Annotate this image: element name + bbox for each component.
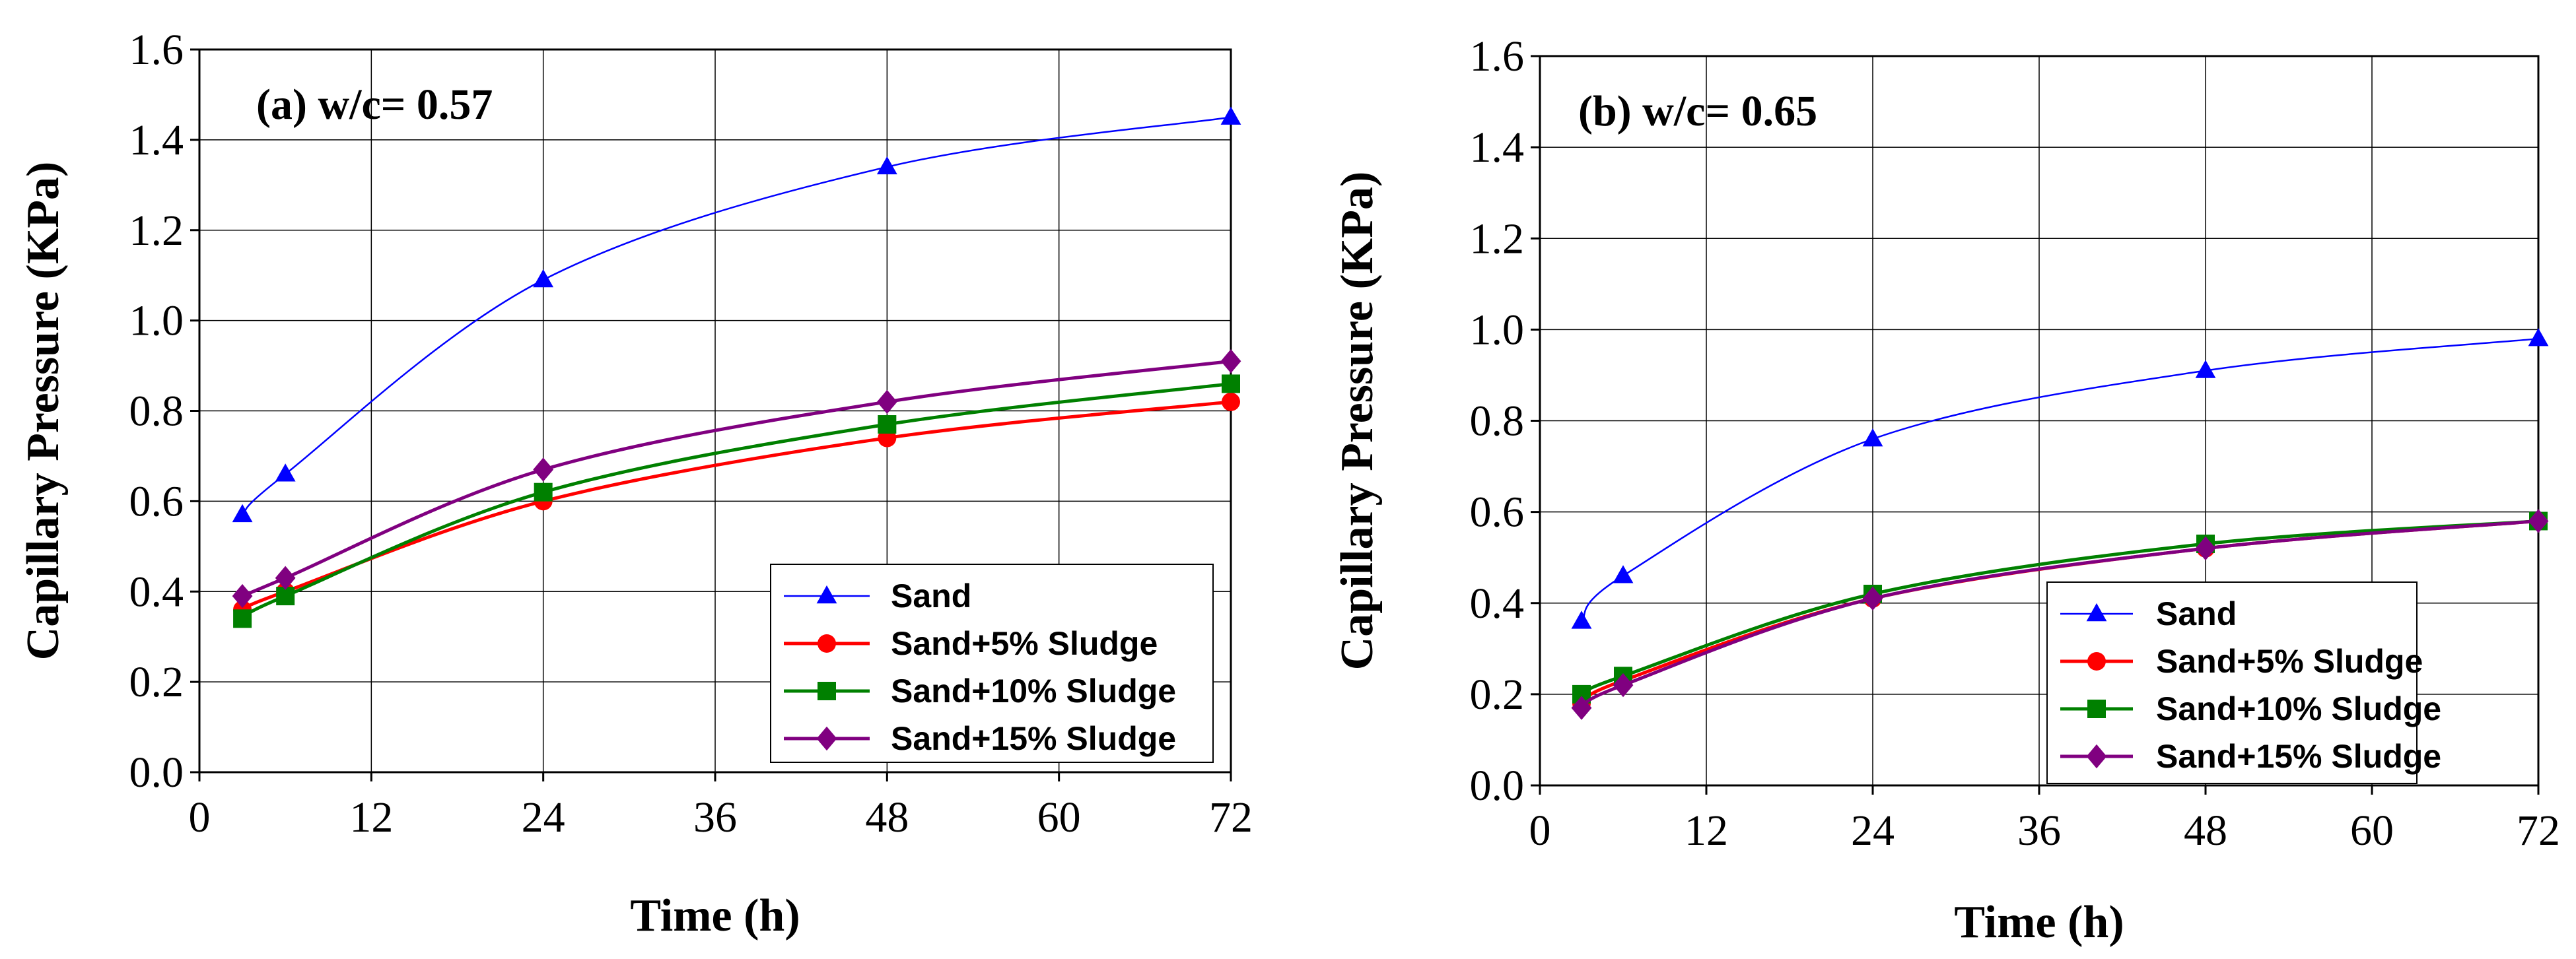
legend-swatch-marker bbox=[2087, 652, 2106, 671]
x-tick-label: 72 bbox=[1209, 793, 1253, 842]
y-tick-label: 1.6 bbox=[1470, 32, 1525, 81]
data-point bbox=[233, 609, 252, 628]
y-tick-label: 0.0 bbox=[129, 748, 184, 797]
y-tick-label: 0.6 bbox=[1470, 488, 1525, 537]
y-tick-label: 0.4 bbox=[1470, 579, 1525, 628]
data-point bbox=[1220, 349, 1241, 374]
legend-swatch-marker bbox=[816, 726, 837, 751]
legend: Sand Sand+5% Sludge Sand+10% Sludge Sand+15… bbox=[2046, 581, 2441, 784]
x-tick-label: 60 bbox=[2350, 807, 2394, 855]
x-tick-label: 24 bbox=[522, 793, 565, 842]
x-tick-label: 12 bbox=[349, 793, 393, 842]
data-point bbox=[1571, 611, 1592, 629]
x-axis-ticks: 0 12 24 36 48 60 72 bbox=[1529, 785, 2560, 855]
y-axis-ticks: 0.0 0.2 0.4 0.6 0.8 1.0 1.2 1.4 1.6 bbox=[129, 26, 199, 797]
legend-swatch-marker bbox=[818, 634, 836, 653]
x-axis-ticks: 0 12 24 36 48 60 72 bbox=[189, 772, 1253, 842]
data-point bbox=[232, 583, 253, 609]
y-tick-label: 0.6 bbox=[129, 477, 184, 525]
data-point bbox=[1222, 392, 1240, 411]
series-triangle bbox=[1571, 328, 2549, 629]
legend: Sand Sand+5% Sludge Sand+10% Sludge Sand+15… bbox=[770, 564, 1214, 763]
series-triangle bbox=[232, 106, 1241, 523]
x-tick-label: 24 bbox=[1851, 807, 1895, 855]
data-point bbox=[2195, 536, 2216, 561]
x-tick-label: 48 bbox=[2184, 807, 2227, 855]
data-point bbox=[1222, 374, 1240, 393]
x-axis-title: Time (h) bbox=[1954, 897, 2124, 948]
series-diamond bbox=[1571, 509, 2549, 720]
data-point bbox=[2528, 509, 2549, 533]
x-tick-label: 60 bbox=[1037, 793, 1081, 842]
legend-swatch-marker bbox=[2087, 700, 2106, 718]
y-tick-label: 1.2 bbox=[1470, 215, 1525, 263]
legend-label: Sand+5% Sludge bbox=[891, 625, 1158, 662]
data-point bbox=[876, 156, 897, 175]
data-point bbox=[1862, 428, 1883, 447]
x-tick-label: 36 bbox=[2017, 807, 2061, 855]
y-tick-label: 0.2 bbox=[1470, 671, 1525, 719]
data-point bbox=[1862, 586, 1883, 611]
legend-label: Sand+10% Sludge bbox=[2156, 690, 2441, 727]
legend-label: Sand+15% Sludge bbox=[891, 720, 1176, 757]
x-tick-label: 72 bbox=[2517, 807, 2560, 855]
y-tick-label: 1.2 bbox=[129, 207, 184, 255]
panel-title: (a) w/c= 0.57 bbox=[256, 81, 493, 129]
legend-label: Sand+5% Sludge bbox=[2156, 643, 2423, 680]
y-tick-label: 0.0 bbox=[1470, 762, 1525, 810]
y-tick-label: 1.6 bbox=[129, 26, 184, 74]
y-tick-label: 0.2 bbox=[129, 658, 184, 706]
legend-box bbox=[2046, 581, 2418, 784]
y-tick-label: 0.8 bbox=[1470, 397, 1525, 446]
legend-label: Sand+10% Sludge bbox=[891, 673, 1176, 710]
legend-label: Sand+15% Sludge bbox=[2156, 738, 2441, 775]
data-point bbox=[275, 463, 296, 482]
legend-label: Sand bbox=[891, 578, 971, 614]
series-diamond bbox=[232, 349, 1241, 609]
x-tick-label: 0 bbox=[1529, 807, 1551, 855]
y-tick-label: 1.4 bbox=[129, 116, 184, 164]
x-tick-label: 36 bbox=[693, 793, 737, 842]
panel-a: 0 12 24 36 48 60 72 0.0 0.2 0.4 0.6 0.8 1.0 1.2 1.4 1.6… bbox=[18, 26, 1253, 941]
data-point bbox=[2195, 360, 2216, 378]
data-point bbox=[533, 457, 554, 482]
data-point bbox=[878, 415, 897, 434]
y-tick-label: 0.4 bbox=[129, 568, 184, 616]
data-point bbox=[533, 269, 554, 288]
data-point bbox=[1613, 673, 1634, 698]
y-tick-label: 1.0 bbox=[1470, 306, 1525, 354]
legend-label: Sand bbox=[2156, 595, 2237, 632]
data-point bbox=[1220, 106, 1241, 125]
x-tick-label: 48 bbox=[865, 793, 909, 842]
x-tick-label: 12 bbox=[1685, 807, 1728, 855]
data-point bbox=[1571, 696, 1592, 720]
data-point bbox=[2528, 328, 2549, 347]
legend-swatch-marker bbox=[2086, 603, 2107, 622]
y-axis-title: Capillary Pressure (KPa) bbox=[1332, 172, 1383, 671]
panel-title: (b) w/c= 0.65 bbox=[1578, 87, 1817, 135]
data-point bbox=[876, 389, 897, 414]
legend-box bbox=[770, 564, 1214, 763]
y-tick-label: 1.4 bbox=[1470, 123, 1525, 172]
y-axis-ticks: 0.0 0.2 0.4 0.6 0.8 1.0 1.2 1.4 1.6 bbox=[1470, 32, 1540, 810]
y-axis-title: Capillary Pressure (KPa) bbox=[18, 162, 69, 661]
legend-swatch-marker bbox=[816, 585, 837, 604]
series-square bbox=[233, 374, 1240, 628]
x-tick-label: 0 bbox=[189, 793, 211, 842]
data-point bbox=[275, 566, 296, 590]
y-tick-label: 1.0 bbox=[129, 297, 184, 345]
data-point bbox=[534, 482, 553, 502]
legend-swatch-marker bbox=[818, 682, 836, 700]
x-axis-title: Time (h) bbox=[630, 890, 800, 941]
data-point bbox=[232, 504, 253, 523]
data-point bbox=[1613, 565, 1634, 583]
panel-b: 0 12 24 36 48 60 72 0.0 0.2 0.4 0.6 0.8 1.0 1.2 1.4 1.6… bbox=[1332, 32, 2560, 948]
legend-swatch-marker bbox=[2086, 744, 2107, 769]
y-tick-label: 0.8 bbox=[129, 387, 184, 436]
